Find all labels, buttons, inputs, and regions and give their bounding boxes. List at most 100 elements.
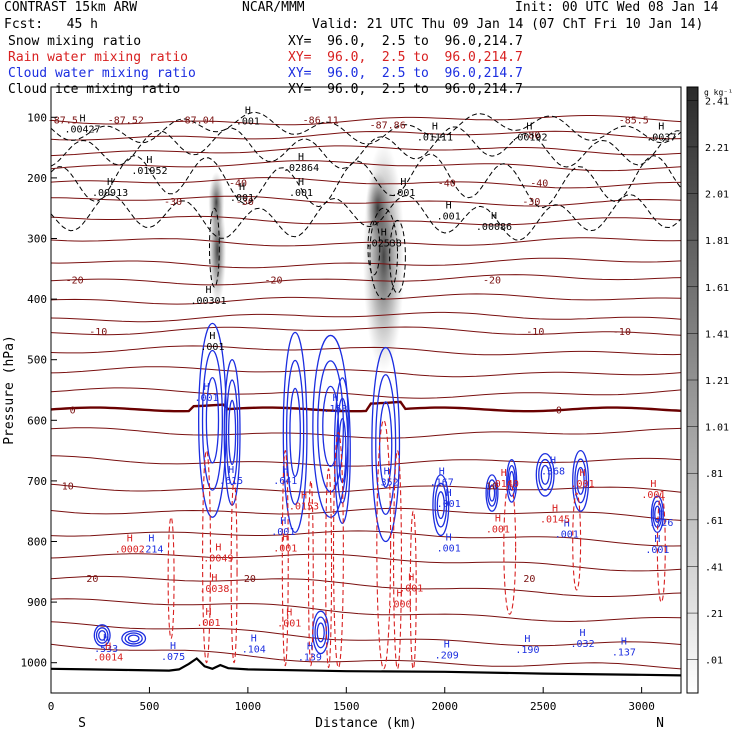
- cloud-water-max-label: .104: [242, 645, 266, 656]
- x-tick-label: 500: [140, 700, 160, 713]
- isotherm-label: 10: [62, 482, 74, 493]
- rain-max-label: .0002: [115, 545, 145, 556]
- cloud-water-max-label: .001: [194, 393, 218, 404]
- y-tick-label: 700: [27, 475, 47, 488]
- field-label-snow: Snow mixing ratio: [8, 34, 142, 49]
- rain-contour: [572, 492, 582, 591]
- rain-max-h-marker: H: [105, 641, 111, 652]
- isotherm-label: -20: [66, 276, 84, 287]
- cloud-water-max-label: .001: [437, 543, 461, 554]
- cloud-water-max-label: .209: [435, 651, 459, 662]
- field-xy-snow: XY= 96.0, 2.5 to 96.0,214.7: [288, 34, 523, 49]
- cloud-water-max-label: .533: [94, 644, 118, 655]
- x-tick-label: 1000: [235, 700, 262, 713]
- y-tick-label: 800: [27, 536, 47, 549]
- isotherm-line: [50, 366, 682, 378]
- rain-max-h-marker: H: [650, 479, 656, 490]
- isotherm-label: -10: [613, 327, 631, 338]
- isotherm-label: -40: [229, 179, 247, 190]
- cloud-water-max-label: .001: [555, 529, 579, 540]
- rain-contour: [393, 450, 402, 670]
- colorbar-label: 1.21: [705, 376, 729, 387]
- cloud-water-max-label: .352: [375, 477, 399, 488]
- cloud-water-max-label: .001: [437, 499, 461, 510]
- isotherm-line: [50, 575, 682, 597]
- cloud-water-contour: [507, 464, 516, 497]
- rain-max-label: .001: [486, 525, 510, 536]
- snow-max-h-marker: H: [298, 152, 304, 163]
- init-time: Init: 00 UTC Wed 08 Jan 14: [515, 0, 719, 15]
- rain-max-label: .0140: [489, 479, 519, 490]
- cloud-water-contour: [378, 401, 393, 488]
- cloud-water-contour: [282, 331, 308, 534]
- colorbar-label: 1.81: [705, 236, 729, 247]
- forecast-hour: Fcst: 45 h: [4, 17, 98, 32]
- y-tick-label: 200: [27, 172, 47, 185]
- cloud-water-max-label: .137: [612, 648, 636, 659]
- south-label: S: [78, 716, 86, 731]
- cloud-water-max-h-marker: H: [280, 516, 286, 527]
- cloud-water-max-h-marker: H: [307, 641, 313, 652]
- cloud-water-max-h-marker: H: [439, 466, 445, 477]
- cloud-water-contour: [432, 474, 450, 537]
- rain-max-h-marker: H: [215, 543, 221, 554]
- isotherm-line: [50, 553, 682, 572]
- isotherm-line: [50, 311, 682, 323]
- cloud-water-max-label: .139: [298, 652, 322, 663]
- cloud-water-contour: [650, 495, 664, 534]
- cloud-water-max-h-marker: H: [580, 628, 586, 639]
- snow-max-h-marker: H: [209, 331, 215, 342]
- cloud-water-contour: [485, 474, 499, 512]
- rain-max-label: .001: [399, 583, 423, 594]
- terrain-line: [50, 657, 682, 677]
- rain-max-label: .0038: [199, 584, 229, 595]
- cloud-water-contour: [205, 376, 220, 464]
- colorbar-label: .01: [705, 656, 723, 667]
- snow-max-h-marker: H: [526, 121, 532, 132]
- cloud-water-max-h-marker: H: [282, 465, 288, 476]
- colorbar-label: .21: [705, 609, 723, 620]
- isotherm-line: [50, 160, 682, 172]
- isotherm-line: [51, 195, 682, 207]
- rain-contours: [167, 419, 666, 670]
- snow-max-h-marker: H: [658, 121, 664, 132]
- cloud-water-contour: [322, 385, 340, 468]
- mixing-ratio-shading: [208, 141, 405, 372]
- cloud-water-max-h-marker: H: [446, 532, 452, 543]
- plot-frame: [50, 86, 682, 694]
- colorbar-label: 1.61: [705, 283, 729, 294]
- rain-max-label: .0145: [540, 514, 570, 525]
- rain-max-label: .001: [571, 479, 595, 490]
- snow-max-label: .001: [391, 188, 415, 199]
- isotherm-label: 20: [244, 574, 256, 585]
- cloud-water-max-label: .001: [645, 545, 669, 556]
- rain-max-h-marker: H: [501, 468, 507, 479]
- rain-max-label: .0014: [93, 652, 123, 663]
- y-axis-label: Pressure (hPa): [2, 335, 17, 445]
- cloud-water-contour: [289, 387, 301, 478]
- isotherm-line: [50, 483, 682, 493]
- isotherm-label: -40: [438, 179, 456, 190]
- snow-max-label: .02538: [366, 239, 402, 250]
- rain-max-h-marker: H: [286, 607, 292, 618]
- rain-contour: [376, 419, 392, 670]
- snow-max-label: .00192: [511, 132, 547, 143]
- cloud-water-contour: [506, 459, 518, 503]
- valid-time: Valid: 21 UTC Thu 09 Jan 14 (07 ChT Fri …: [312, 17, 704, 32]
- rain-max-label: .001: [273, 543, 297, 554]
- cloud-water-max-label: .153: [323, 404, 347, 415]
- isotherm-line: [50, 345, 682, 356]
- snow-max-h-marker: H: [400, 177, 406, 188]
- cloud-water-max-h-marker: H: [148, 534, 154, 545]
- isotherm-label: -20: [264, 276, 282, 287]
- snow-contour: [50, 153, 682, 209]
- rain-max-h-marker: H: [495, 514, 501, 525]
- isotherm-line: [50, 427, 682, 439]
- colorbar-label: 1.41: [705, 329, 729, 340]
- isotherm-label: -40: [530, 179, 548, 190]
- cloud-water-max-label: .214: [139, 545, 163, 556]
- cloud-water-contour: [375, 374, 397, 516]
- x-tick-label: 0: [48, 700, 55, 713]
- snow-max-label: .00086: [476, 222, 512, 233]
- snow-plume: [367, 219, 381, 276]
